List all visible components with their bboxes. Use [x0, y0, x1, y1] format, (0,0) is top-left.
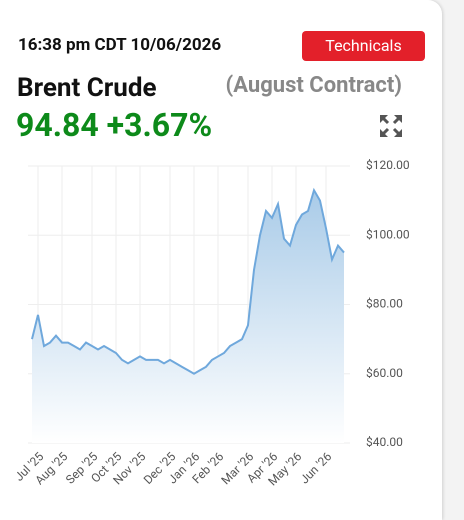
y-tick-label: $60.00	[366, 366, 403, 380]
commodity-name: Brent Crude	[17, 73, 157, 103]
timestamp: 16:38 pm CDT 10/06/2026	[18, 35, 222, 55]
widget: 16:38 pm CDT 10/06/2026 Technicals Brent…	[0, 0, 442, 520]
price-value: 94.84	[16, 106, 99, 144]
expand-icon[interactable]	[378, 113, 404, 139]
y-tick-label: $120.00	[366, 158, 410, 172]
contract: (August Contract)	[225, 73, 402, 98]
x-tick-label: Jun '26	[297, 449, 334, 486]
area	[32, 190, 344, 443]
y-tick-label: $40.00	[366, 435, 403, 449]
price: 94.84 +3.67%	[16, 106, 212, 144]
y-tick-label: $80.00	[366, 297, 403, 311]
technicals-button[interactable]: Technicals	[302, 31, 425, 61]
y-tick-label: $100.00	[366, 227, 410, 241]
line	[31, 187, 345, 375]
price-change: +3.67%	[106, 106, 213, 144]
